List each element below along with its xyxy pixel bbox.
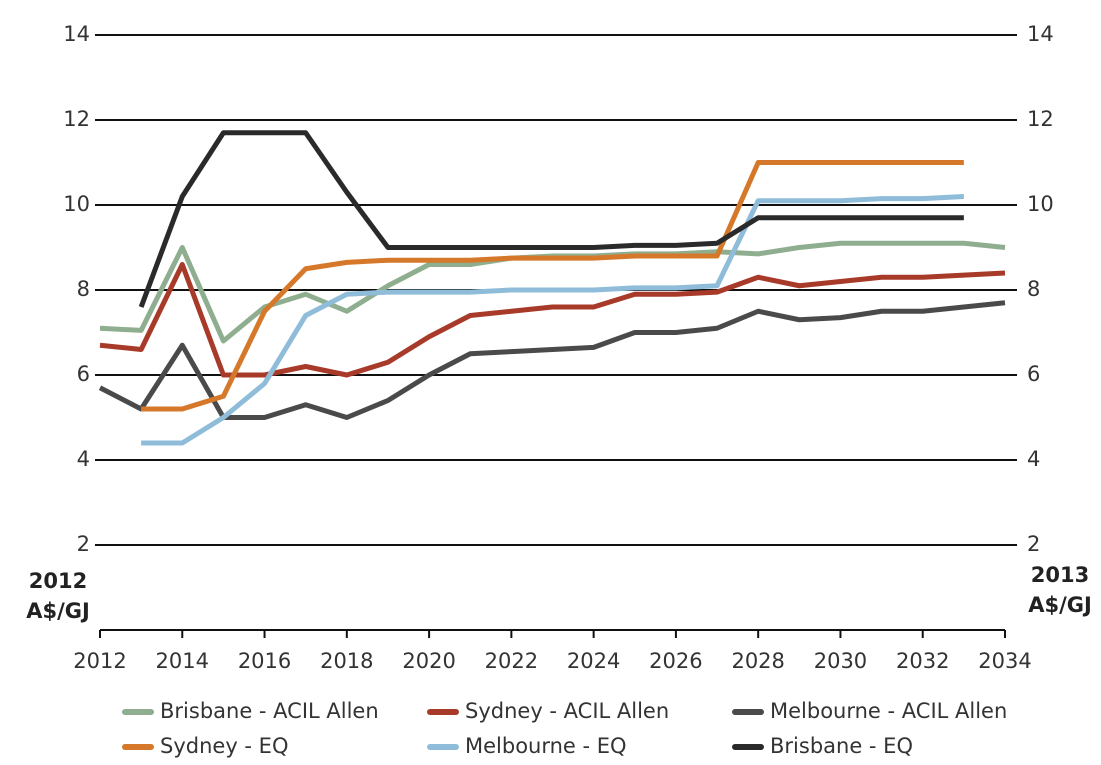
y-tick-label: 12: [63, 107, 90, 131]
x-tick-label: 2012: [73, 649, 126, 673]
x-tick-label: 2034: [978, 649, 1031, 673]
x-tick-label: 2024: [567, 649, 620, 673]
legend-label: Brisbane - ACIL Allen: [160, 699, 379, 723]
legend-label: Sydney - ACIL Allen: [465, 699, 669, 723]
x-tick-label: 2016: [238, 649, 291, 673]
y2-tick-label: 8: [1027, 277, 1040, 301]
y2-tick-label: 14: [1027, 22, 1054, 46]
x-tick-label: 2032: [896, 649, 949, 673]
x-tick-label: 2028: [731, 649, 784, 673]
legend-label: Sydney - EQ: [160, 734, 288, 758]
x-tick-label: 2014: [156, 649, 209, 673]
y2-tick-label: 6: [1027, 362, 1040, 386]
y-tick-label: 14: [63, 22, 90, 46]
legend-label: Melbourne - EQ: [465, 734, 627, 758]
y-tick-label: 8: [77, 277, 90, 301]
series-line: [99, 262, 1006, 378]
y2-tick-label: 10: [1027, 192, 1054, 216]
y-axis-label: 2012: [29, 569, 87, 593]
y-tick-label: 10: [63, 192, 90, 216]
x-tick-label: 2026: [649, 649, 702, 673]
y2-tick-label: 4: [1027, 447, 1040, 471]
y2-tick-label: 12: [1027, 107, 1054, 131]
series-line: [98, 300, 1006, 420]
legend-label: Brisbane - EQ: [770, 734, 913, 758]
x-tick-label: 2018: [320, 649, 373, 673]
y-tick-label: 2: [77, 532, 90, 556]
y-axis-label: A$/GJ: [26, 599, 90, 623]
x-tick-label: 2030: [814, 649, 867, 673]
x-tick-label: 2022: [485, 649, 538, 673]
legend-label: Melbourne - ACIL Allen: [770, 699, 1007, 723]
y2-tick-label: 2: [1027, 532, 1040, 556]
series-line: [141, 160, 964, 412]
x-tick-label: 2020: [402, 649, 455, 673]
series-line: [138, 130, 964, 308]
y-tick-label: 6: [77, 362, 90, 386]
y2-axis-label: A$/GJ: [1028, 593, 1092, 617]
y-tick-label: 4: [77, 447, 90, 471]
y2-axis-label: 2013: [1031, 563, 1089, 587]
series-line: [141, 194, 964, 446]
